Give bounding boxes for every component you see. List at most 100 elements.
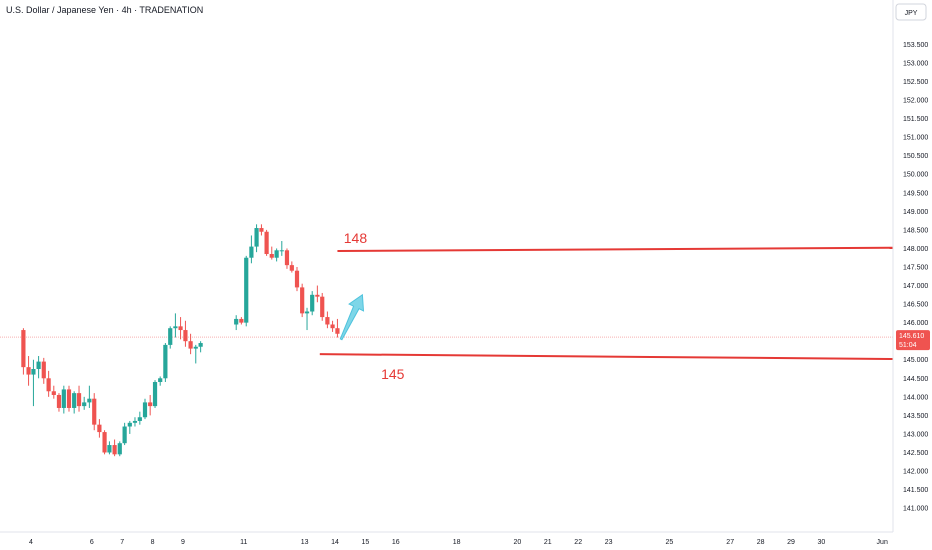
candle[interactable] xyxy=(198,341,203,353)
y-tick-label: 144.000 xyxy=(903,394,928,401)
candle[interactable] xyxy=(102,430,107,455)
candle[interactable] xyxy=(294,266,300,292)
candle-body xyxy=(300,287,305,314)
candle[interactable] xyxy=(330,320,335,332)
candle-body xyxy=(304,311,310,314)
y-tick-label: 148.000 xyxy=(903,246,928,253)
currency-badge[interactable]: JPY xyxy=(895,3,927,21)
candle[interactable] xyxy=(112,439,117,457)
candle-body xyxy=(76,393,82,407)
candle[interactable] xyxy=(87,385,92,408)
candle[interactable] xyxy=(107,441,112,455)
candle[interactable] xyxy=(66,385,72,412)
candle-body xyxy=(315,294,320,297)
candle-body xyxy=(97,424,102,433)
candle[interactable] xyxy=(117,441,122,457)
candle[interactable] xyxy=(46,370,51,397)
candle[interactable] xyxy=(142,398,148,420)
candle[interactable] xyxy=(31,359,36,407)
candle[interactable] xyxy=(193,344,198,364)
candle[interactable] xyxy=(264,229,269,256)
x-tick-label: 25 xyxy=(666,539,674,546)
candle[interactable] xyxy=(269,246,274,260)
x-tick-label: 18 xyxy=(453,539,461,546)
y-tick-label: 142.000 xyxy=(903,469,928,476)
candle[interactable] xyxy=(127,420,132,434)
candle-body xyxy=(31,369,36,375)
candle[interactable] xyxy=(158,376,163,386)
annotations-layer: 148 145 xyxy=(319,230,894,382)
candle[interactable] xyxy=(284,248,290,269)
candle[interactable] xyxy=(152,380,158,408)
candle[interactable] xyxy=(92,393,97,431)
candle-body xyxy=(46,378,51,392)
candle[interactable] xyxy=(178,317,183,340)
y-tick-label: 143.500 xyxy=(903,413,928,420)
candle[interactable] xyxy=(239,317,244,325)
candle[interactable] xyxy=(56,393,62,412)
candle[interactable] xyxy=(36,356,41,379)
candle[interactable] xyxy=(41,357,46,384)
candle[interactable] xyxy=(249,235,254,264)
candle-body xyxy=(56,394,62,408)
candle-body xyxy=(107,445,112,453)
candle[interactable] xyxy=(310,291,315,316)
candle[interactable] xyxy=(132,417,138,427)
candle[interactable] xyxy=(320,292,325,321)
candle[interactable] xyxy=(122,422,127,446)
candle[interactable] xyxy=(137,411,142,425)
x-tick-label: 27 xyxy=(726,539,734,546)
y-tick-label: 150.000 xyxy=(903,172,928,179)
candle[interactable] xyxy=(274,248,279,262)
candle[interactable] xyxy=(279,241,284,256)
x-tick-label: Jun xyxy=(877,539,888,546)
chart-title: U.S. Dollar / Japanese Yen · 4h · TRADEN… xyxy=(6,5,203,15)
candle[interactable] xyxy=(315,285,320,303)
projection-arrow[interactable] xyxy=(339,293,365,341)
candle-body xyxy=(269,254,274,258)
candle[interactable] xyxy=(173,313,178,338)
candle[interactable] xyxy=(183,320,188,347)
x-tick-label: 21 xyxy=(544,539,552,546)
horizontal-level[interactable]: 148 xyxy=(337,230,894,253)
candle-body xyxy=(92,398,97,425)
candle-body xyxy=(294,270,300,288)
candle[interactable] xyxy=(254,224,259,253)
candle[interactable] xyxy=(97,419,102,438)
candle[interactable] xyxy=(82,396,87,410)
candle[interactable] xyxy=(244,255,249,327)
candle[interactable] xyxy=(259,224,264,236)
candle[interactable] xyxy=(289,261,294,273)
candle[interactable] xyxy=(26,356,31,386)
y-tick-label: 141.500 xyxy=(903,487,928,494)
y-tick-label: 152.500 xyxy=(903,79,928,86)
candle[interactable] xyxy=(148,394,153,416)
candle[interactable] xyxy=(325,311,330,329)
candle-body xyxy=(183,330,188,342)
candle[interactable] xyxy=(168,326,173,349)
candle-body xyxy=(254,228,259,247)
candle[interactable] xyxy=(61,385,66,414)
candle-body xyxy=(178,326,183,331)
candle-body xyxy=(188,341,193,349)
candle[interactable] xyxy=(76,385,82,412)
candle[interactable] xyxy=(300,283,305,318)
candle-body xyxy=(36,361,41,370)
candle[interactable] xyxy=(51,385,56,399)
x-tick-label: 7 xyxy=(120,539,124,546)
candle[interactable] xyxy=(335,318,340,338)
y-tick-label: 153.000 xyxy=(903,60,928,67)
candle-body xyxy=(289,265,294,271)
candle[interactable] xyxy=(72,391,77,414)
horizontal-level[interactable]: 145 xyxy=(319,353,894,382)
candle[interactable] xyxy=(304,307,310,331)
price-tag-value: 145.610 xyxy=(899,333,924,340)
candle-body xyxy=(127,422,132,427)
y-tick-label: 146.000 xyxy=(903,320,928,327)
candle[interactable] xyxy=(188,333,193,355)
candle[interactable] xyxy=(21,328,26,375)
candle[interactable] xyxy=(234,315,239,331)
candle[interactable] xyxy=(163,343,168,382)
